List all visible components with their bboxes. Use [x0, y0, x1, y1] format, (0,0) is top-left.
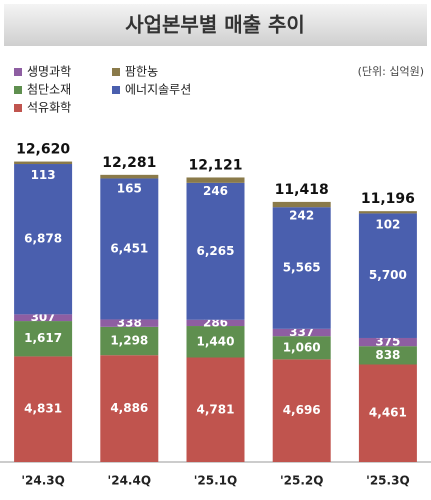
- x-tick-label: '25.2Q: [280, 474, 323, 488]
- bar-segment: [14, 321, 73, 357]
- bar-segment: [186, 326, 245, 358]
- value-label: 102: [375, 218, 400, 232]
- bar-segment: [186, 319, 245, 327]
- total-label: 12,121: [188, 157, 242, 173]
- value-label: 4,696: [283, 403, 321, 417]
- value-label: 375: [375, 335, 400, 349]
- bar-segment: [186, 177, 245, 183]
- legend-label: 첨단소재: [27, 83, 71, 97]
- legend-swatch: [14, 68, 22, 76]
- value-label: 1,617: [24, 331, 62, 345]
- value-label: 1,440: [197, 334, 235, 348]
- legend-swatch: [112, 68, 120, 76]
- bar-segment: [100, 319, 159, 327]
- value-label: 5,565: [283, 261, 321, 275]
- value-label: 1,060: [283, 340, 321, 354]
- bar-segment: [186, 357, 245, 462]
- total-label: 11,196: [361, 191, 415, 207]
- legend-label: 에너지솔루션: [125, 83, 191, 97]
- bar-segment: [186, 182, 245, 320]
- value-label: 4,461: [369, 406, 407, 420]
- chart-title: 사업본부별 매출 추이: [125, 13, 305, 37]
- value-label: 4,831: [24, 402, 62, 416]
- bar-segment: [14, 164, 73, 315]
- total-label: 12,281: [102, 155, 156, 171]
- bar-segment: [100, 178, 159, 320]
- x-tick-label: '24.4Q: [108, 474, 151, 488]
- value-label: 165: [117, 181, 142, 195]
- legend-swatch: [14, 104, 22, 112]
- bar-segment: [358, 364, 417, 462]
- bar-segment: [358, 213, 417, 338]
- bar-segment: [272, 328, 331, 337]
- value-label: 246: [203, 184, 228, 198]
- total-label: 11,418: [275, 182, 329, 198]
- value-label: 6,878: [24, 232, 62, 246]
- value-label: 838: [375, 348, 400, 362]
- bar-segment: [272, 207, 331, 329]
- value-label: 1,298: [110, 334, 148, 348]
- bar-segment: [14, 356, 73, 462]
- bar-segment: [358, 211, 417, 214]
- legend-label: 석유화학: [27, 101, 71, 115]
- value-label: 113: [31, 168, 56, 182]
- x-tick-label: '25.3Q: [366, 474, 409, 488]
- bar-segment: [14, 314, 73, 322]
- value-label: 6,451: [110, 241, 148, 255]
- unit-label: (단위: 십억원): [358, 65, 424, 78]
- value-label: 5,700: [369, 268, 407, 282]
- value-label: 242: [289, 208, 314, 222]
- title-banner: [4, 4, 427, 46]
- legend-swatch: [112, 86, 120, 94]
- bar-segment: [358, 337, 417, 347]
- bar-segment: [100, 326, 159, 356]
- value-label: 4,781: [197, 402, 235, 416]
- value-label: 4,886: [110, 401, 148, 415]
- legend-label: 팜한농: [125, 65, 158, 79]
- bar-segment: [14, 161, 73, 165]
- bar-segment: [358, 346, 417, 365]
- bar-segment: [272, 336, 331, 360]
- legend-swatch: [14, 86, 22, 94]
- bar-segment: [272, 359, 331, 462]
- value-label: 6,265: [197, 244, 235, 258]
- bar-segment: [272, 201, 331, 208]
- x-tick-label: '24.3Q: [21, 474, 64, 488]
- total-label: 12,620: [16, 142, 70, 158]
- legend-label: 생명과학: [27, 65, 71, 79]
- bar-segment: [100, 174, 159, 179]
- bar-segment: [100, 355, 159, 462]
- x-tick-label: '25.1Q: [194, 474, 237, 488]
